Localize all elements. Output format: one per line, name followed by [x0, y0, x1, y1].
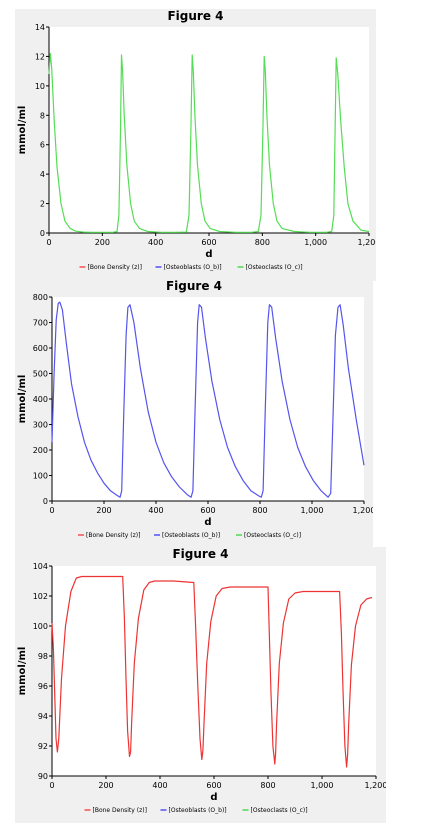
series-line — [51, 575, 373, 768]
y-tick-label: 700 — [33, 319, 48, 328]
plot-area — [52, 297, 364, 501]
x-axis-label: d — [210, 792, 217, 803]
x-tick-label: 800 — [260, 781, 275, 790]
x-tick-label: 400 — [148, 506, 163, 515]
legend-label: [Bone Density (z)] — [93, 807, 147, 814]
chart-title: Figure 4 — [172, 547, 228, 561]
x-tick-label: 800 — [255, 238, 270, 247]
x-tick-label: 1,000 — [311, 781, 334, 790]
x-tick-label: 800 — [252, 506, 267, 515]
y-tick-label: 4 — [40, 170, 45, 179]
y-tick-label: 300 — [33, 421, 48, 430]
y-tick-label: 0 — [40, 229, 45, 238]
y-tick-label: 92 — [38, 742, 48, 751]
x-tick-label: 200 — [95, 238, 110, 247]
y-tick-label: 800 — [33, 293, 48, 302]
y-axis-label: mmol/ml — [17, 647, 28, 696]
chart-panel-osteoclasts: Figure 4 0 2 4 6 8 10 12 14 0 200 400 600 800 1,000 1,2… — [15, 9, 376, 281]
y-tick-label: 400 — [33, 395, 48, 404]
y-tick-label: 6 — [40, 141, 45, 150]
legend-label: [Osteoclasts (O_c)] — [251, 807, 308, 814]
x-tick-label: 600 — [200, 506, 215, 515]
y-tick-label: 94 — [38, 712, 48, 721]
y-tick-label: 12 — [35, 52, 45, 61]
legend-label: [Osteoclasts (O_c)] — [244, 532, 301, 539]
series-line — [48, 52, 370, 233]
chart-bone-density: Figure 4 90 92 94 96 98 100 102 104 0 200 400 600 800… — [17, 547, 386, 814]
y-tick-label: 200 — [33, 446, 48, 455]
y-tick-label: 14 — [35, 23, 45, 32]
x-tick-label: 0 — [49, 781, 54, 790]
chart-osteoclasts: Figure 4 0 2 4 6 8 10 12 14 0 200 400 600 800 1,000 1,2… — [17, 9, 376, 271]
chart-panel-bone-density: Figure 4 90 92 94 96 98 100 102 104 0 200 400 600 800… — [15, 547, 386, 823]
x-tick-label: 600 — [201, 238, 216, 247]
x-tick-label: 200 — [98, 781, 113, 790]
legend-label: [Osteoclasts (O_c)] — [246, 264, 303, 271]
x-tick-label: 400 — [152, 781, 167, 790]
legend-label: [Osteoblasts (O_b)] — [162, 532, 220, 539]
legend-label: [Bone Density (z)] — [88, 264, 142, 271]
y-tick-label: 500 — [33, 370, 48, 379]
y-tick-label: 90 — [38, 772, 48, 781]
x-tick-label: 0 — [49, 506, 54, 515]
x-tick-label: 600 — [206, 781, 221, 790]
x-tick-label: 200 — [96, 506, 111, 515]
chart-title: Figure 4 — [166, 279, 222, 293]
x-tick-label: 0 — [46, 238, 51, 247]
y-axis-label: mmol/ml — [17, 106, 28, 155]
x-tick-label: 1,200 — [358, 238, 376, 247]
x-tick-label: 1,000 — [304, 238, 327, 247]
y-tick-label: 102 — [33, 592, 48, 601]
y-tick-label: 98 — [38, 652, 48, 661]
chart-osteoblasts: Figure 4 0 100 200 300 400 500 600 700 800 0 200 400… — [17, 279, 373, 539]
chart-title: Figure 4 — [167, 9, 223, 23]
series-line — [51, 301, 365, 498]
y-tick-label: 96 — [38, 682, 48, 691]
y-tick-label: 600 — [33, 344, 48, 353]
y-tick-label: 100 — [33, 472, 48, 481]
y-axis-label: mmol/ml — [17, 375, 28, 424]
y-tick-label: 2 — [40, 200, 45, 209]
y-tick-label: 8 — [40, 111, 45, 120]
y-tick-label: 104 — [33, 562, 48, 571]
legend-label: [Osteoblasts (O_b)] — [169, 807, 227, 814]
x-tick-label: 1,200 — [365, 781, 386, 790]
legend-label: [Bone Density (z)] — [86, 532, 140, 539]
x-axis-label: d — [205, 249, 212, 260]
y-tick-label: 100 — [33, 622, 48, 631]
y-tick-label: 0 — [43, 497, 48, 506]
legend-label: [Osteoblasts (O_b)] — [164, 264, 222, 271]
plot-area — [52, 566, 376, 776]
plot-area — [49, 27, 369, 233]
x-tick-label: 1,000 — [301, 506, 324, 515]
x-axis-label: d — [204, 517, 211, 528]
x-tick-label: 1,200 — [353, 506, 373, 515]
x-tick-label: 400 — [148, 238, 163, 247]
chart-panel-osteoblasts: Figure 4 0 100 200 300 400 500 600 700 800 0 200 400… — [15, 279, 373, 549]
y-tick-label: 10 — [35, 82, 45, 91]
